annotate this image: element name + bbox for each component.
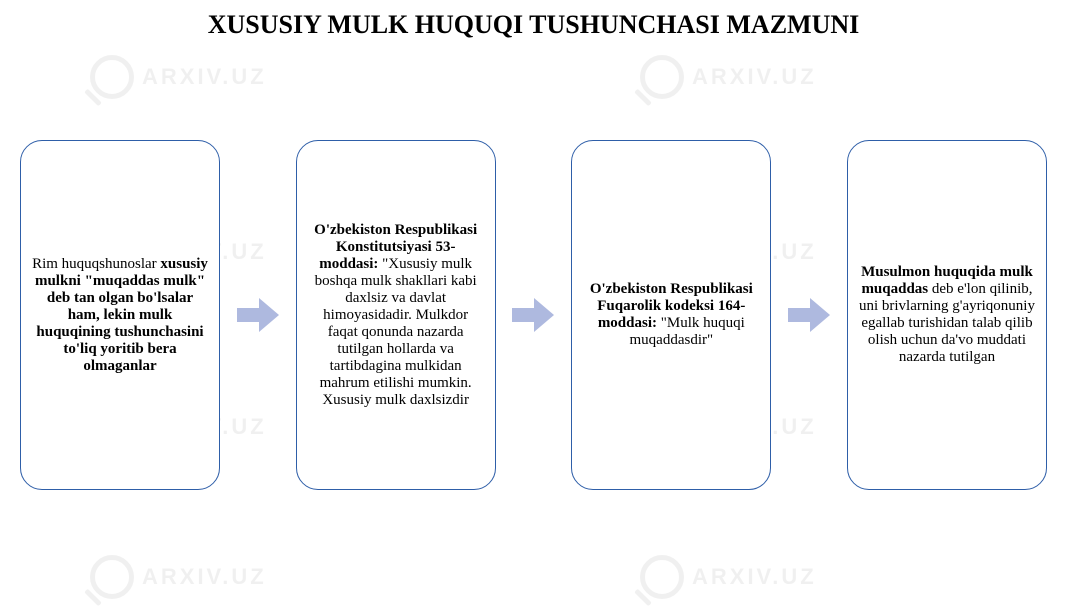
info-box-text: Rim huquqshunoslar xususiy mulkni "muqad… [31,256,209,375]
info-box-musulmon: Musulmon huquqida mulk muqaddas deb e'lo… [847,140,1047,490]
watermark-text: ARXIV.UZ [692,64,817,90]
magnifier-icon [90,55,134,99]
arrow-right-icon [788,298,830,332]
watermark-text: ARXIV.UZ [142,64,267,90]
text-segment: Rim huquqshunoslar [32,256,160,272]
watermark: ARXIV.UZ [640,55,817,99]
info-box-konstitutsiya-53: O'zbekiston Respublikasi Konstitutsiyasi… [296,140,496,490]
magnifier-icon [640,55,684,99]
watermark-text: ARXIV.UZ [692,564,817,590]
text-segment: "Xususiy mulk boshqa mulk shakllari kabi… [315,256,477,408]
magnifier-icon [90,555,134,599]
text-segment: xususiy mulkni "muqaddas mulk" deb tan o… [35,256,208,374]
info-box-text: Musulmon huquqida mulk muqaddas deb e'lo… [858,264,1036,366]
arrow-right-icon [512,298,554,332]
info-box-text: O'zbekiston Respublikasi Konstitutsiyasi… [307,222,485,409]
info-box-fuqarolik-164: O'zbekiston Respublikasi Fuqarolik kodek… [571,140,771,490]
arrow-right-icon [237,298,279,332]
flow-row: Rim huquqshunoslar xususiy mulkni "muqad… [20,140,1047,490]
watermark: ARXIV.UZ [640,555,817,599]
magnifier-icon [640,555,684,599]
info-box-rim: Rim huquqshunoslar xususiy mulkni "muqad… [20,140,220,490]
watermark: ARXIV.UZ [90,555,267,599]
info-box-text: O'zbekiston Respublikasi Fuqarolik kodek… [582,281,760,349]
watermark: ARXIV.UZ [90,55,267,99]
page-title: XUSUSIY MULK HUQUQI TUSHUNCHASI MAZMUNI [0,10,1067,40]
watermark-text: ARXIV.UZ [142,564,267,590]
